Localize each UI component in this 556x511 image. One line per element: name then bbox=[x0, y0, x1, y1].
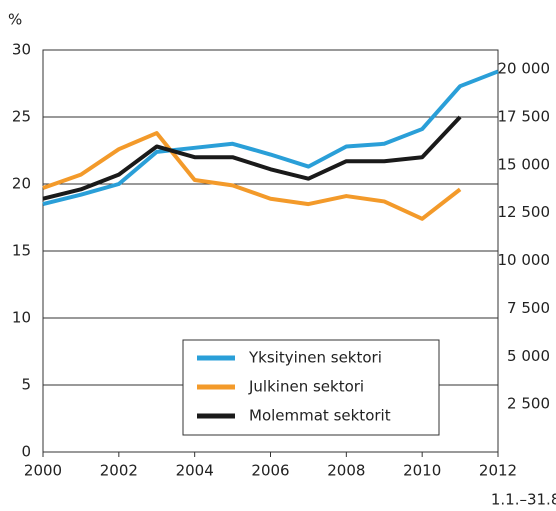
y2-tick-label: 20 000 bbox=[498, 60, 551, 78]
y-axis-label: % bbox=[8, 11, 22, 29]
series-line bbox=[42, 69, 499, 207]
y2-tick-label: 5 000 bbox=[507, 347, 550, 365]
plot-frame bbox=[42, 49, 499, 453]
y-tick-label: 20 bbox=[12, 175, 31, 193]
legend-label: Julkinen sektori bbox=[248, 378, 364, 396]
annotation: 1.1.–31.8. bbox=[491, 491, 556, 509]
y2-tick-label: 7 500 bbox=[507, 299, 550, 317]
x-tick-label: 2010 bbox=[403, 462, 441, 480]
x-tick-label: 2006 bbox=[251, 462, 289, 480]
x-tick-label: 2002 bbox=[100, 462, 138, 480]
legend-label: Molemmat sektorit bbox=[249, 407, 391, 425]
y-tick-label: 25 bbox=[12, 108, 31, 126]
legend-label: Yksityinen sektori bbox=[248, 349, 382, 367]
x-tick-label: 2008 bbox=[327, 462, 365, 480]
x-tick-label: 2012 bbox=[479, 462, 517, 480]
x-tick-label: 2000 bbox=[24, 462, 62, 480]
y2-tick-label: 10 000 bbox=[498, 251, 551, 269]
y2-tick-label: 17 500 bbox=[498, 108, 551, 126]
y2-tick-label: 15 000 bbox=[498, 155, 551, 173]
y-tick-label: 10 bbox=[12, 309, 31, 327]
y-tick-label: 15 bbox=[12, 242, 31, 260]
series-line bbox=[42, 131, 462, 221]
y-tick-label: 30 bbox=[12, 41, 31, 59]
x-tick-label: 2004 bbox=[176, 462, 214, 480]
y-tick-label: 5 bbox=[21, 376, 31, 394]
y2-tick-label: 12 500 bbox=[498, 203, 551, 221]
y-tick-label: 0 bbox=[21, 443, 31, 461]
y2-tick-label: 2 500 bbox=[507, 395, 550, 413]
series-line bbox=[42, 115, 462, 201]
